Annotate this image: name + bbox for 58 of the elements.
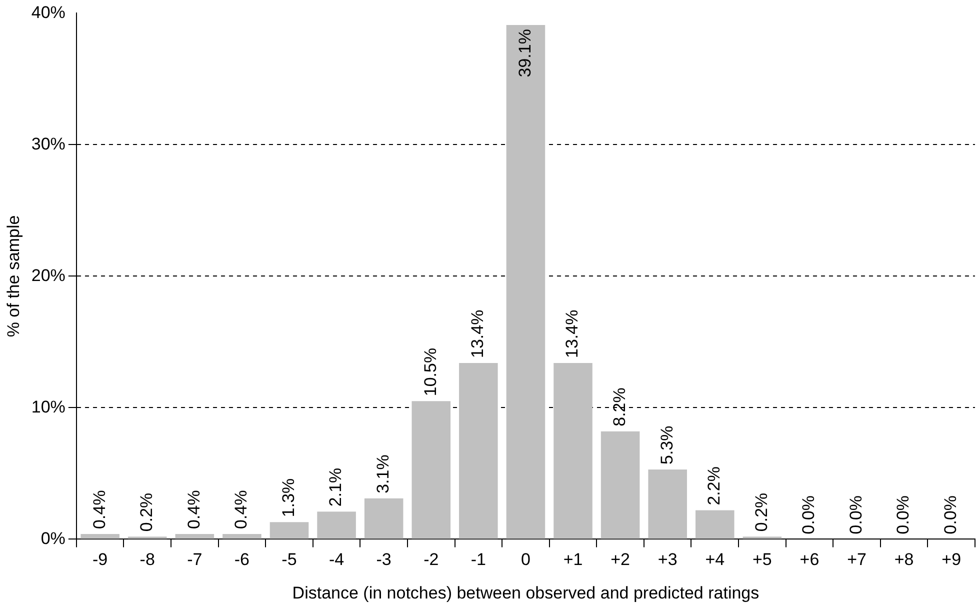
x-tick-label: -6 bbox=[234, 550, 250, 570]
data-label: 0.0% bbox=[846, 495, 866, 534]
y-tick-label: 10% bbox=[31, 397, 66, 416]
x-tick-label: -3 bbox=[376, 550, 392, 570]
bar bbox=[459, 362, 498, 539]
data-label: 0.4% bbox=[232, 490, 251, 529]
x-tick-label: +7 bbox=[847, 550, 866, 570]
bar bbox=[648, 470, 687, 539]
y-tick-label: 40% bbox=[31, 2, 66, 22]
x-axis-title: Distance (in notches) between observed and predicted ratings bbox=[292, 583, 760, 602]
data-label: 0.4% bbox=[184, 490, 204, 529]
x-tick-label: +2 bbox=[610, 550, 630, 570]
data-label: 0.2% bbox=[137, 492, 156, 532]
data-label: 0.0% bbox=[799, 495, 818, 534]
bar bbox=[412, 401, 451, 539]
data-label: 13.4% bbox=[562, 310, 582, 358]
data-label: 0.0% bbox=[941, 495, 960, 534]
x-tick-label: -9 bbox=[92, 550, 108, 570]
y-tick-label: 0% bbox=[40, 528, 66, 548]
bar bbox=[317, 512, 356, 539]
bar bbox=[80, 534, 120, 539]
x-tick-label: +5 bbox=[752, 550, 772, 570]
x-tick-label: 0 bbox=[520, 550, 530, 570]
x-tick-label: +4 bbox=[705, 550, 725, 570]
x-tick-label: -8 bbox=[140, 550, 155, 570]
data-label: 10.5% bbox=[420, 348, 440, 396]
data-label: 39.1% bbox=[515, 29, 534, 78]
data-label: 2.1% bbox=[326, 468, 346, 507]
x-tick-label: -1 bbox=[470, 550, 486, 570]
bar bbox=[270, 522, 309, 539]
bar bbox=[600, 431, 640, 539]
data-label: 0.0% bbox=[894, 495, 913, 534]
y-tick-label: 20% bbox=[31, 266, 66, 285]
bar bbox=[222, 534, 262, 539]
data-label: 13.4% bbox=[468, 310, 488, 358]
data-label: 3.1% bbox=[374, 454, 393, 494]
data-label: 5.3% bbox=[657, 426, 676, 465]
data-label: 0.2% bbox=[752, 492, 771, 532]
y-axis-title: % of the sample bbox=[4, 215, 23, 338]
bar bbox=[554, 362, 592, 539]
data-label: 1.3% bbox=[278, 478, 298, 518]
bar bbox=[175, 534, 214, 539]
x-tick-label: +8 bbox=[894, 550, 914, 570]
x-tick-label: -5 bbox=[282, 550, 297, 570]
bar bbox=[364, 498, 404, 539]
x-tick-label: +9 bbox=[942, 550, 962, 570]
x-tick-label: +3 bbox=[658, 550, 678, 570]
x-tick-label: +1 bbox=[563, 550, 583, 570]
x-tick-label: -7 bbox=[187, 550, 202, 570]
data-label: 2.2% bbox=[704, 466, 724, 506]
x-tick-label: +6 bbox=[800, 550, 820, 570]
x-tick-label: -2 bbox=[424, 550, 439, 570]
data-label: 0.4% bbox=[90, 490, 109, 529]
bar bbox=[695, 510, 734, 539]
bar bbox=[506, 25, 546, 539]
data-label: 8.2% bbox=[610, 388, 629, 426]
x-tick-label: -4 bbox=[328, 550, 344, 570]
y-tick-label: 30% bbox=[31, 134, 66, 154]
